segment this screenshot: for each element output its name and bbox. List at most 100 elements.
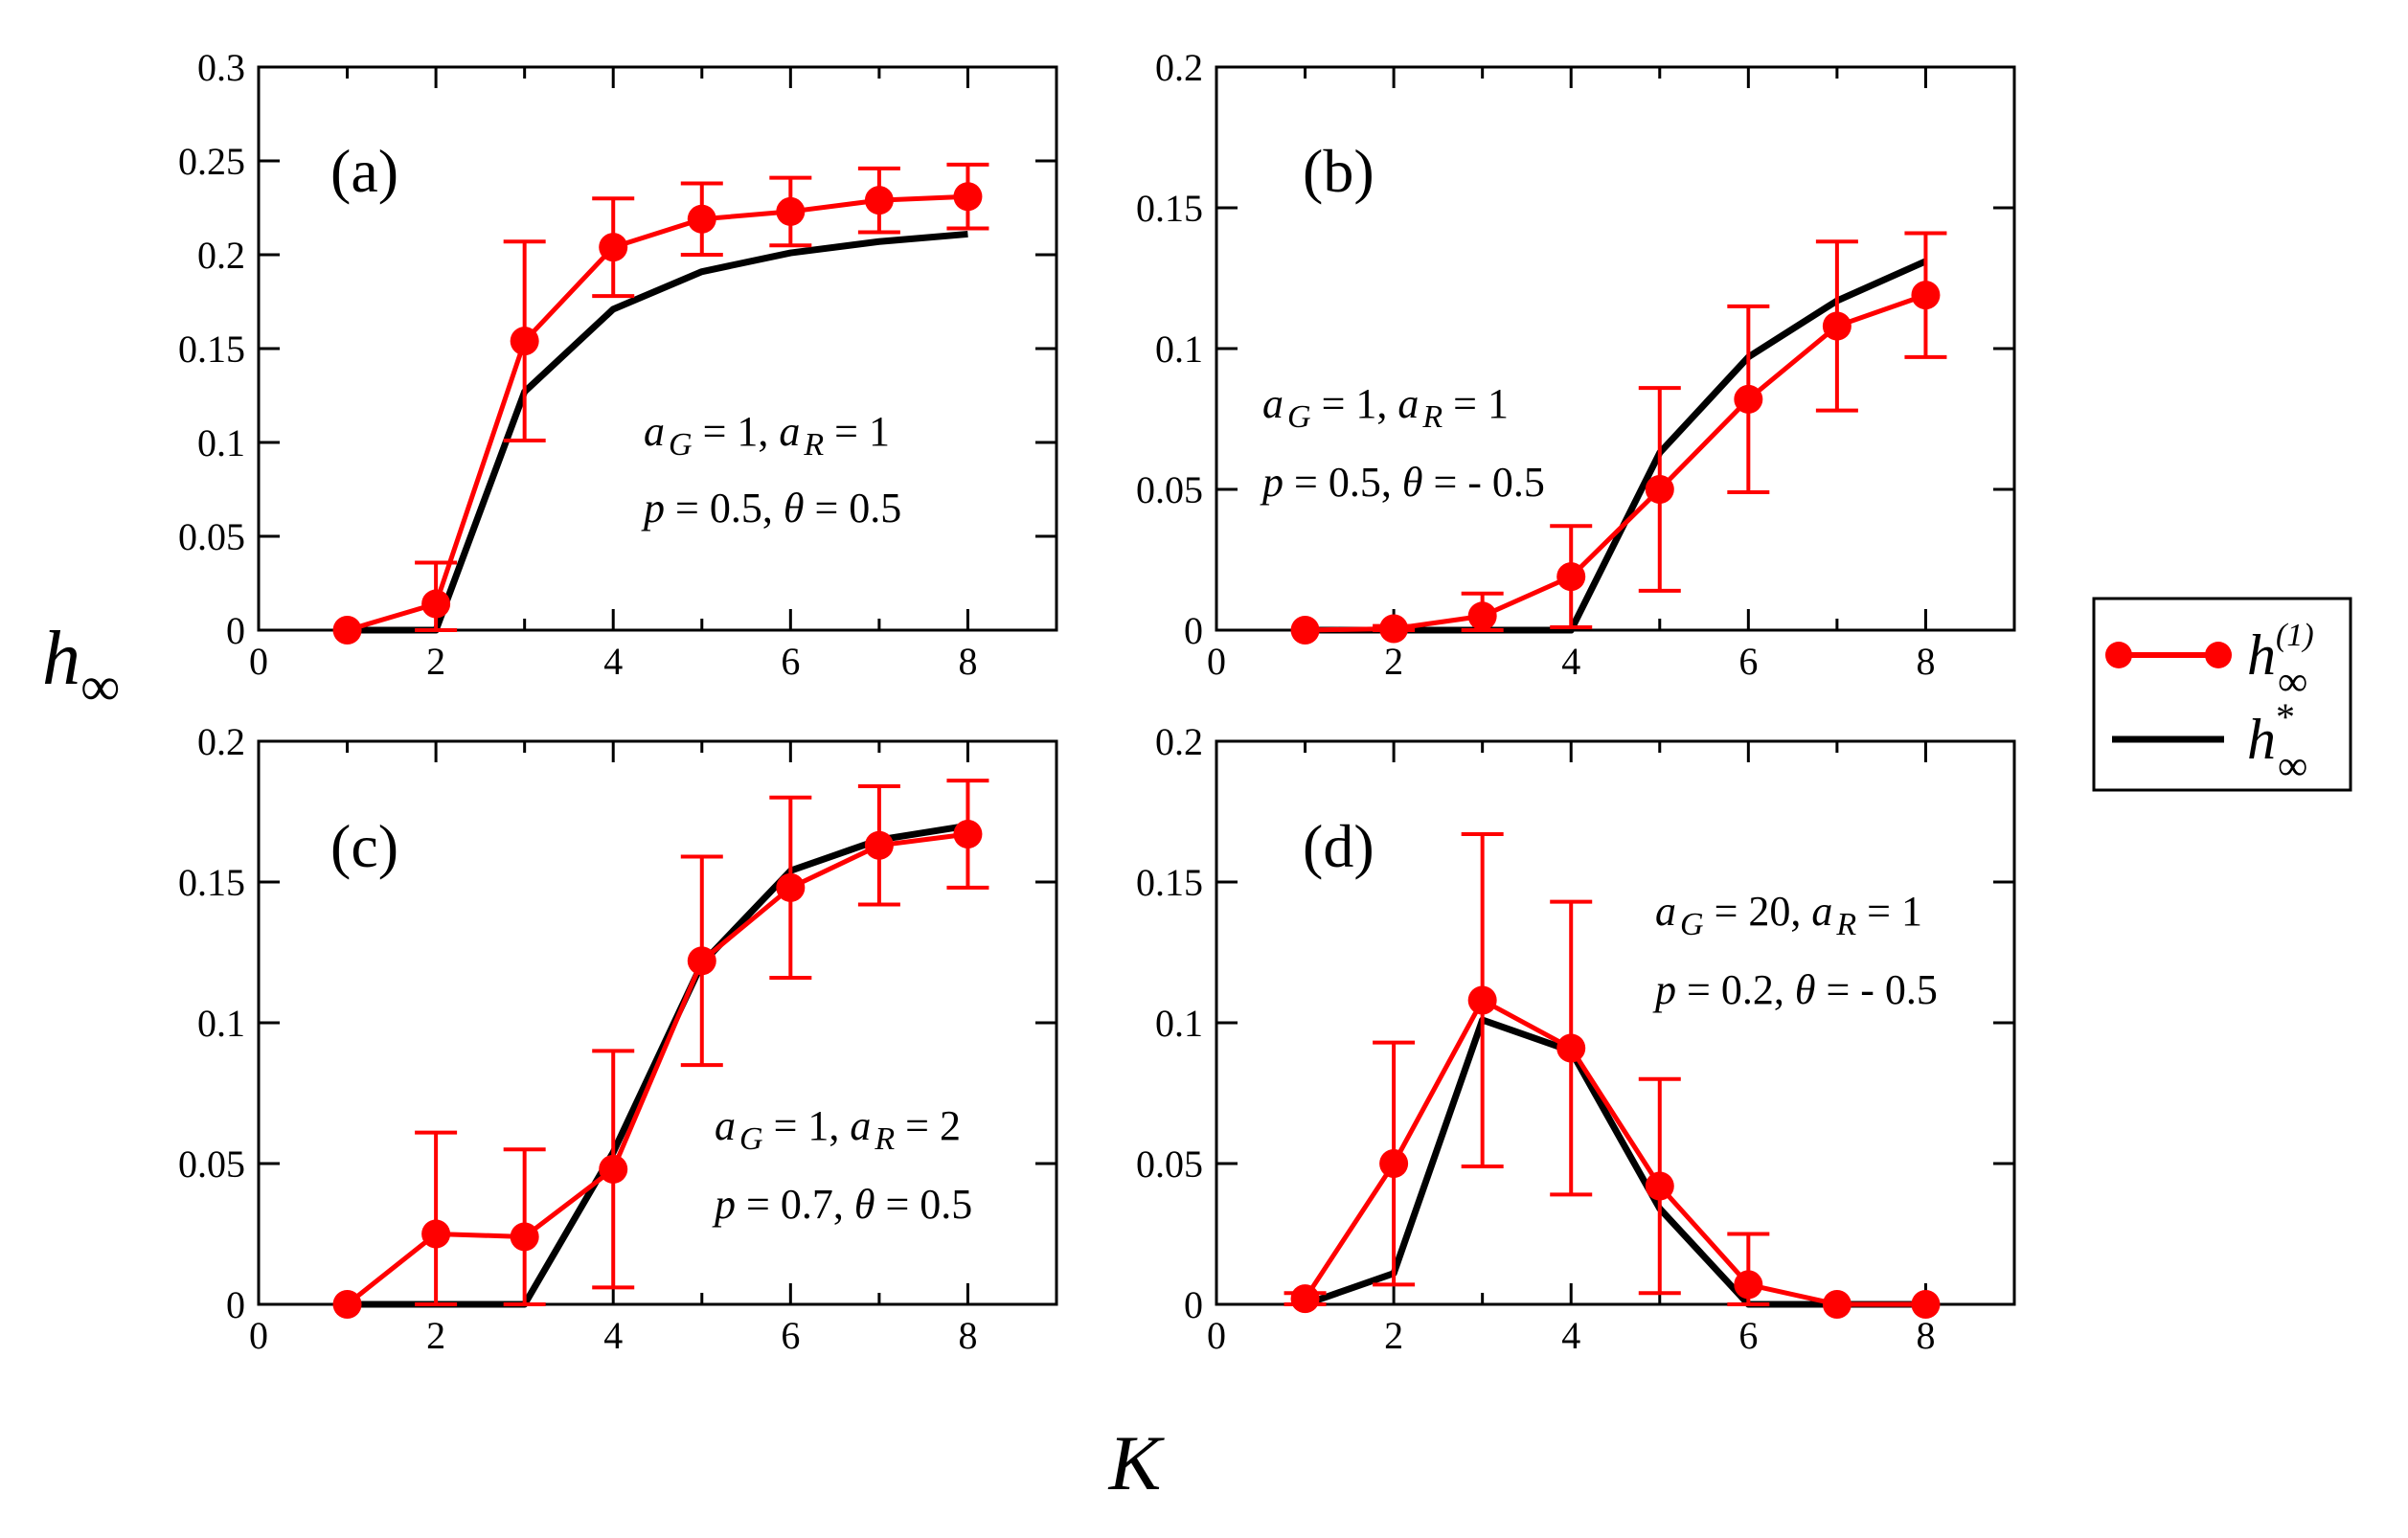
x-axis-label: K: [1108, 1419, 1166, 1506]
annotation-part: = 0.5: [875, 1181, 972, 1228]
series-h1-point: [599, 1154, 628, 1184]
y-axis-label-sub: ∞: [80, 655, 120, 717]
y-tick-label: 0: [1184, 1283, 1203, 1326]
series-h1-line: [346, 831, 968, 1306]
y-tick-label: 0.2: [197, 720, 245, 763]
annotation-part: p: [1260, 459, 1284, 506]
x-tick-label: 2: [1384, 640, 1403, 683]
annotation-part: = 20,: [1704, 888, 1812, 935]
legend-label-h1-sub: ∞: [2278, 658, 2307, 705]
x-tick-label: 6: [781, 640, 800, 683]
legend-label-h1-sup: (1): [2276, 618, 2314, 653]
parameter-annotation: p = 0.5, θ = - 0.5: [1260, 459, 1545, 506]
series-h1-point: [1822, 311, 1851, 341]
error-bar: [415, 1130, 458, 1306]
panel-label: (b): [1303, 137, 1374, 205]
y-tick-label: 0.15: [178, 861, 245, 904]
series-h1-point: [1645, 475, 1674, 504]
y-tick-label: 0.05: [1136, 468, 1203, 511]
series-h1-point: [776, 196, 806, 226]
parameter-annotation: p = 0.5, θ = 0.5: [641, 485, 901, 532]
x-tick-label: 8: [1916, 1314, 1935, 1357]
series-h1-point: [1645, 1171, 1674, 1201]
annotation-part: R: [1421, 399, 1443, 435]
x-tick-label: 4: [1561, 640, 1580, 683]
series-h1-point: [332, 616, 362, 645]
series-h1-point: [1556, 562, 1586, 592]
x-tick-label: 2: [426, 640, 445, 683]
y-tick-label: 0.2: [197, 234, 245, 277]
annotation-part: = 1,: [1311, 380, 1398, 427]
y-tick-label: 0: [1184, 609, 1203, 652]
x-tick-label: 0: [249, 640, 268, 683]
series-h1-point: [1734, 1270, 1763, 1300]
y-tick-label: 0.2: [1155, 720, 1203, 763]
legend-marker-h1-left: [2105, 642, 2132, 668]
annotation-part: p: [712, 1181, 736, 1228]
annotation-part: G: [1287, 399, 1311, 435]
series-h1-point: [953, 820, 983, 849]
annotation-part: a: [1811, 888, 1832, 935]
x-tick-label: 0: [249, 1314, 268, 1357]
legend-marker-h1-right: [2205, 642, 2232, 668]
annotation-part: θ: [1402, 459, 1423, 506]
series-h1-point: [510, 327, 539, 356]
annotation-part: θ: [854, 1181, 875, 1228]
y-axis-label: h∞: [42, 617, 120, 717]
series-hstar-line: [1304, 1016, 1926, 1308]
x-tick-label: 4: [1561, 1314, 1580, 1357]
annotation-part: a: [644, 408, 665, 455]
panel-label: (c): [330, 812, 398, 880]
series-h1-line: [346, 193, 968, 633]
legend: h(1) ∞ h* ∞: [2092, 597, 2352, 792]
series-h1-point: [599, 233, 628, 262]
panel-label: (d): [1303, 812, 1374, 880]
series-h1-point: [1556, 1033, 1586, 1063]
series-h1-point: [1911, 281, 1941, 310]
parameter-annotation: p = 0.2, θ = - 0.5: [1652, 966, 1938, 1013]
parameter-annotation: p = 0.7, θ = 0.5: [712, 1181, 972, 1228]
y-tick-label: 0.1: [197, 421, 245, 464]
series-h1-point: [1379, 614, 1409, 644]
annotation-part: G: [669, 427, 693, 463]
series-h1-line: [1303, 997, 1926, 1307]
annotation-part: R: [874, 1121, 895, 1157]
y-axis-label-main: h: [42, 617, 80, 701]
annotation-part: a: [850, 1102, 871, 1149]
legend-entry-hstar: h* ∞: [2112, 695, 2307, 789]
annotation-part: a: [1397, 380, 1419, 427]
x-tick-label: 6: [1738, 1314, 1758, 1357]
annotation-part: = - 0.5: [1422, 459, 1544, 506]
y-tick-label: 0.05: [178, 1142, 245, 1186]
annotation-part: = - 0.5: [1815, 966, 1937, 1013]
annotation-part: = 1: [1856, 888, 1922, 935]
legend-label-hstar-sub: ∞: [2278, 742, 2307, 789]
annotation-part: a: [1262, 380, 1284, 427]
series-h1-point: [1911, 1290, 1941, 1319]
legend-box: [2092, 597, 2352, 792]
x-tick-label: 6: [781, 1314, 800, 1357]
series-h1-point: [421, 1219, 451, 1249]
legend-label-hstar-base: h: [2247, 708, 2276, 771]
series-h1-point: [510, 1222, 539, 1252]
series-h1-point: [1467, 985, 1497, 1015]
annotation-part: G: [739, 1121, 763, 1157]
series-h1-point: [421, 589, 451, 619]
annotation-part: = 2: [895, 1102, 961, 1149]
annotation-part: θ: [784, 485, 805, 532]
annotation-part: p: [641, 485, 665, 532]
legend-label-h1: h(1) ∞: [2247, 618, 2314, 705]
annotation-part: = 1: [824, 408, 890, 455]
x-tick-label: 6: [1738, 640, 1758, 683]
annotation-part: = 0.2,: [1676, 966, 1795, 1013]
series-h1-point: [776, 872, 806, 902]
x-tick-label: 2: [426, 1314, 445, 1357]
legend-label-h1-base: h: [2247, 623, 2276, 687]
annotation-part: θ: [1795, 966, 1816, 1013]
